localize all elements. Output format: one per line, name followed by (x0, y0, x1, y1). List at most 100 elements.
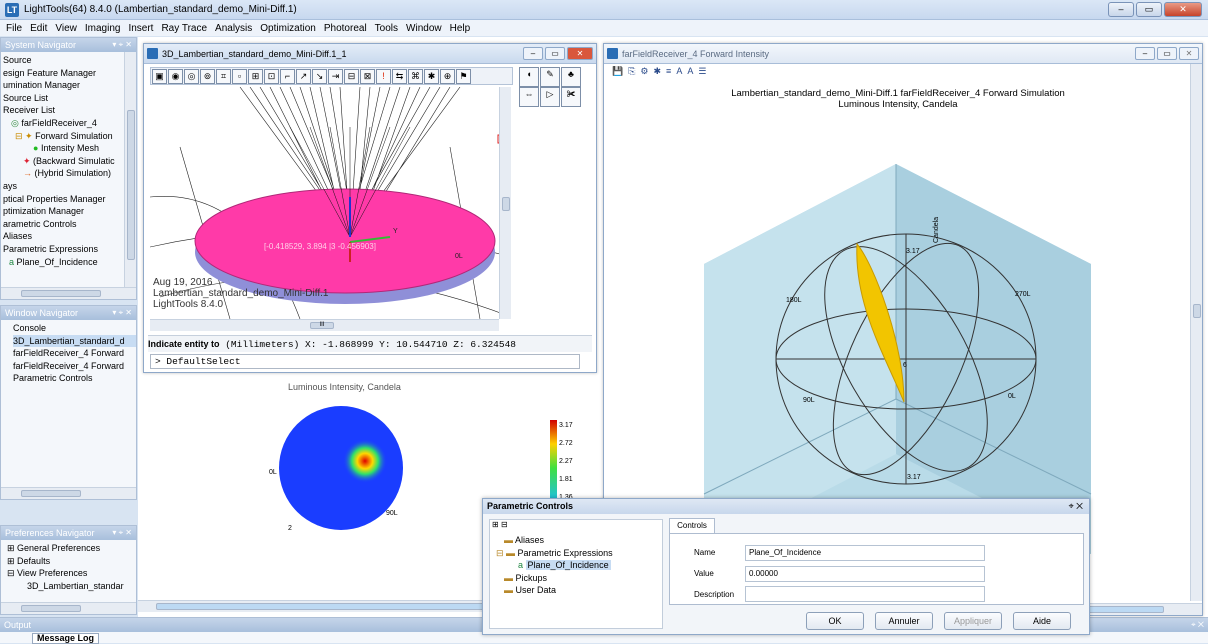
save-icon[interactable]: 💾 (612, 66, 623, 80)
menu-edit[interactable]: Edit (30, 23, 47, 34)
toolbar-button[interactable]: ⊟ (344, 69, 359, 84)
toolbar-button[interactable]: ⊚ (200, 69, 215, 84)
tree-item-user-data[interactable]: ▬ User Data (504, 584, 662, 597)
tree-item[interactable]: esign Feature Manager (3, 67, 136, 80)
toolbar-button[interactable]: ⊠ (360, 69, 375, 84)
forward-vscroll[interactable] (1190, 64, 1202, 601)
toolbar-button[interactable]: ⊡ (264, 69, 279, 84)
pref-item[interactable]: ⊞ General Preferences (7, 542, 136, 555)
menu-optimization[interactable]: Optimization (260, 23, 316, 34)
tree-item[interactable]: arametric Controls (3, 218, 136, 231)
minimize-button[interactable]: – (1135, 47, 1155, 60)
toolbar-button[interactable]: ✱ (424, 69, 439, 84)
wrench-tool[interactable]: ✀ (561, 87, 581, 107)
window-item[interactable]: Parametric Controls (13, 372, 136, 385)
tree-item-forward[interactable]: ⊟ ✦ Forward Simulation (3, 130, 136, 143)
menu-file[interactable]: File (6, 23, 22, 34)
close-button[interactable]: ✕ (567, 47, 593, 60)
toolbar-button[interactable]: ⌗ (216, 69, 231, 84)
pin-close-icon[interactable]: ⌖ ✕ (1069, 499, 1083, 514)
menu-view[interactable]: View (55, 23, 77, 34)
shapes-tool[interactable]: ♣ (561, 67, 581, 87)
maximize-button[interactable]: ▭ (1136, 2, 1162, 17)
toolbar-button[interactable]: ⇆ (392, 69, 407, 84)
name-field[interactable]: Plane_Of_Incidence (745, 545, 985, 561)
tree-item[interactable]: Source List (3, 92, 136, 105)
options-icon[interactable]: ✱ (654, 66, 662, 80)
window-item[interactable]: 3D_Lambertian_standard_d (13, 335, 136, 348)
apply-button[interactable]: Appliquer (944, 612, 1002, 630)
pref-item[interactable]: ⊟ View Preferences (7, 567, 136, 580)
tree-item[interactable]: a Plane_Of_Incidence (3, 256, 136, 269)
message-log-tab[interactable]: Message Log (32, 633, 99, 644)
toolbar-button[interactable]: ⚑ (456, 69, 471, 84)
toolbar-button[interactable]: ⌐ (280, 69, 295, 84)
window-item[interactable]: farFieldReceiver_4 Forward (13, 347, 136, 360)
pref-item[interactable]: ⊞ Defaults (7, 555, 136, 568)
toolbar-button[interactable]: ⊞ (248, 69, 263, 84)
cancel-button[interactable]: Annuler (875, 612, 933, 630)
minimize-button[interactable]: – (523, 47, 543, 60)
help-button[interactable]: Aide (1013, 612, 1071, 630)
tree-item[interactable]: umination Manager (3, 79, 136, 92)
toolbar-button[interactable]: ⊕ (440, 69, 455, 84)
viewport-vscroll[interactable] (499, 87, 511, 319)
tree-item-hybrid[interactable]: → (Hybrid Simulation) (3, 167, 136, 180)
menu-imaging[interactable]: Imaging (85, 23, 121, 34)
lens-tool[interactable]: ◖ (519, 67, 539, 87)
ok-button[interactable]: OK (806, 612, 864, 630)
viewport-hscroll[interactable]: III (150, 319, 499, 331)
tree-item-plane[interactable]: a Plane_Of_Incidence (504, 559, 662, 572)
scrollbar[interactable] (1, 287, 136, 299)
menu-photoreal[interactable]: Photoreal (324, 23, 367, 34)
menu-analysis[interactable]: Analysis (215, 23, 252, 34)
font-smaller-icon[interactable]: A (687, 66, 693, 80)
window-item[interactable]: farFieldReceiver_4 Forward (13, 360, 136, 373)
tree-item-expressions[interactable]: ⊟ ▬ Parametric Expressions (496, 547, 662, 560)
tree-item-pickups[interactable]: ▬ Pickups (504, 572, 662, 585)
toolbar-button[interactable]: ▫ (232, 69, 247, 84)
tree-item[interactable]: ptical Properties Manager (3, 193, 136, 206)
tab-controls[interactable]: Controls (669, 518, 715, 533)
format-icon[interactable]: ≡ (666, 66, 671, 80)
window-item[interactable]: Console (13, 322, 136, 335)
expand-all-icon[interactable]: ⊞ (492, 520, 499, 529)
scrollbar[interactable] (124, 52, 136, 287)
tree-item[interactable]: Aliases (3, 230, 136, 243)
restore-button[interactable]: ▭ (1157, 47, 1177, 60)
toolbar-button[interactable]: ◉ (168, 69, 183, 84)
toolbar-button[interactable]: ↗ (296, 69, 311, 84)
tree-item[interactable]: ays (3, 180, 136, 193)
tree-item[interactable]: Receiver List (3, 104, 136, 117)
menu-tools[interactable]: Tools (375, 23, 398, 34)
console-input[interactable]: > DefaultSelect (150, 354, 580, 369)
toolbar-button[interactable]: ! (376, 69, 391, 84)
menu-help[interactable]: Help (450, 23, 471, 34)
tree-item-backward[interactable]: ✦ (Backward Simulatic (3, 155, 136, 168)
toolbar-button[interactable]: ◎ (184, 69, 199, 84)
settings-icon[interactable]: ⚙ (640, 66, 648, 80)
toolbar-button[interactable]: ⇥ (328, 69, 343, 84)
tree-item-mesh[interactable]: ● Intensity Mesh (3, 142, 136, 155)
close-button[interactable]: ✕ (1164, 2, 1202, 17)
collapse-all-icon[interactable]: ⊟ (501, 520, 508, 529)
scrollbar[interactable] (1, 487, 136, 499)
tree-item[interactable]: Parametric Expressions (3, 243, 136, 256)
viewport-3d[interactable]: Y [-0.418529, 3.894 |3 -0.456903] 0L Aug… (150, 87, 511, 319)
scrollbar[interactable] (1, 602, 136, 614)
arrows-tool[interactable]: ⇔ (519, 87, 539, 107)
tree-item-aliases[interactable]: ▬ Aliases (504, 534, 662, 547)
menu-ray-trace[interactable]: Ray Trace (161, 23, 207, 34)
tree-item-receiver[interactable]: ◎ farFieldReceiver_4 (3, 117, 136, 130)
toolbar-button[interactable]: ↘ (312, 69, 327, 84)
menu-insert[interactable]: Insert (128, 23, 153, 34)
table-icon[interactable]: ☰ (698, 66, 706, 80)
paint-tool[interactable]: ✎ (540, 67, 560, 87)
tree-item[interactable]: Source (3, 54, 136, 67)
copy-icon[interactable]: ⎘ (628, 66, 635, 80)
prism-tool[interactable]: ▷ (540, 87, 560, 107)
description-field[interactable] (745, 586, 985, 602)
menu-window[interactable]: Window (406, 23, 442, 34)
value-field[interactable]: 0.00000 (745, 566, 985, 582)
font-larger-icon[interactable]: A (676, 66, 682, 80)
